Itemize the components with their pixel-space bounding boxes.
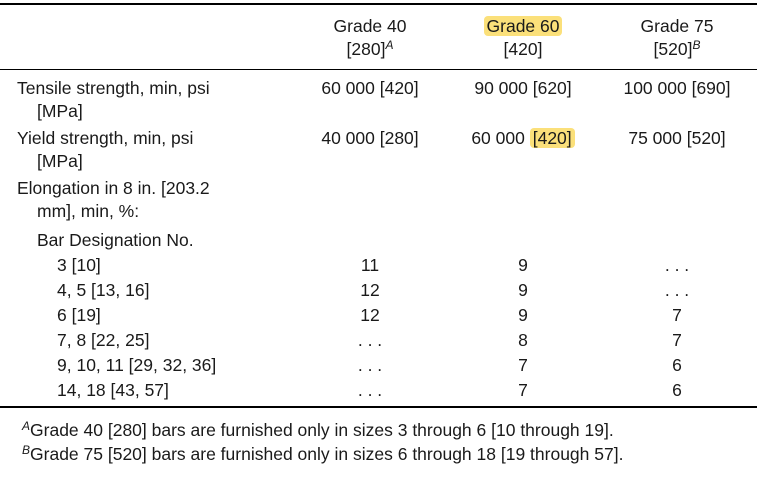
bar-row-size: 14, 18 [43, 57] [57,380,169,400]
yield-grade60: 60 000 [420] [453,127,593,149]
bar-row-grade40: . . . [357,380,383,400]
bar-row-grade60: 9 [518,255,528,275]
tensile-label: Tensile strength, min, psi [17,78,210,98]
header-grade40: Grade 40 [333,16,407,36]
header-grade75: Grade 75 [640,16,714,36]
bar-row-grade75: 6 [672,380,682,400]
bar-row-grade40: 12 [360,280,380,300]
bar-row-grade60: 7 [518,355,528,375]
header-grade75-mpa: [520]B [653,38,701,59]
footnote-b-mark: B [22,443,31,457]
tensile-grade60: 90 000 [620] [474,78,572,98]
header-grade60-mpa: [420] [503,39,543,59]
bar-row-grade60: 7 [518,380,528,400]
bar-row-grade75: . . . [664,255,690,275]
bar-row-grade40: 12 [360,305,380,325]
yield-label-unit: [MPa] [37,151,83,171]
bar-row-size: 9, 10, 11 [29, 32, 36] [57,355,217,375]
header-grade60-highlight: Grade 60 [483,16,563,36]
tensile-grade40: 60 000 [420] [321,78,419,98]
yield-grade60-highlight: [420] [529,128,575,148]
bar-row-size: 6 [19] [57,305,101,325]
top-rule [0,3,757,5]
bar-row-grade40: 11 [360,255,380,275]
tensile-grade75: 100 000 [690] [623,78,731,98]
yield-grade75: 75 000 [520] [628,128,726,148]
footnote-b: BGrade 75 [520] bars are furnished only … [22,443,624,464]
footnote-ref-a: A [385,38,394,52]
bar-row-grade40: . . . [357,330,383,350]
footnote-ref-b: B [692,38,701,52]
tensile-label-unit: [MPa] [37,101,83,121]
yield-label: Yield strength, min, psi [17,128,194,148]
elongation-label-cont: mm], min, %: [37,201,140,221]
bar-row-size: 7, 8 [22, 25] [57,330,150,350]
footnote-a: AGrade 40 [280] bars are furnished only … [22,419,614,440]
yield-grade40: 40 000 [280] [321,128,419,148]
header-grade40-mpa: [280]A [346,38,394,59]
bar-row-grade60: 9 [518,305,528,325]
bar-row-size: 4, 5 [13, 16] [57,280,150,300]
bar-designation-label: Bar Designation No. [37,230,194,250]
bar-row-grade75: 7 [672,305,682,325]
bottom-rule [0,406,757,408]
bar-row-grade40: . . . [357,355,383,375]
elongation-label: Elongation in 8 in. [203.2 [17,178,210,198]
bar-row-grade60: 8 [518,330,528,350]
header-grade60: Grade 60 [453,15,593,37]
bar-row-grade75: 7 [672,330,682,350]
bar-row-size: 3 [10] [57,255,101,275]
bar-row-grade60: 9 [518,280,528,300]
header-rule [0,69,757,70]
bar-row-grade75: . . . [664,280,690,300]
footnote-a-mark: A [22,419,31,433]
bar-row-grade75: 6 [672,355,682,375]
